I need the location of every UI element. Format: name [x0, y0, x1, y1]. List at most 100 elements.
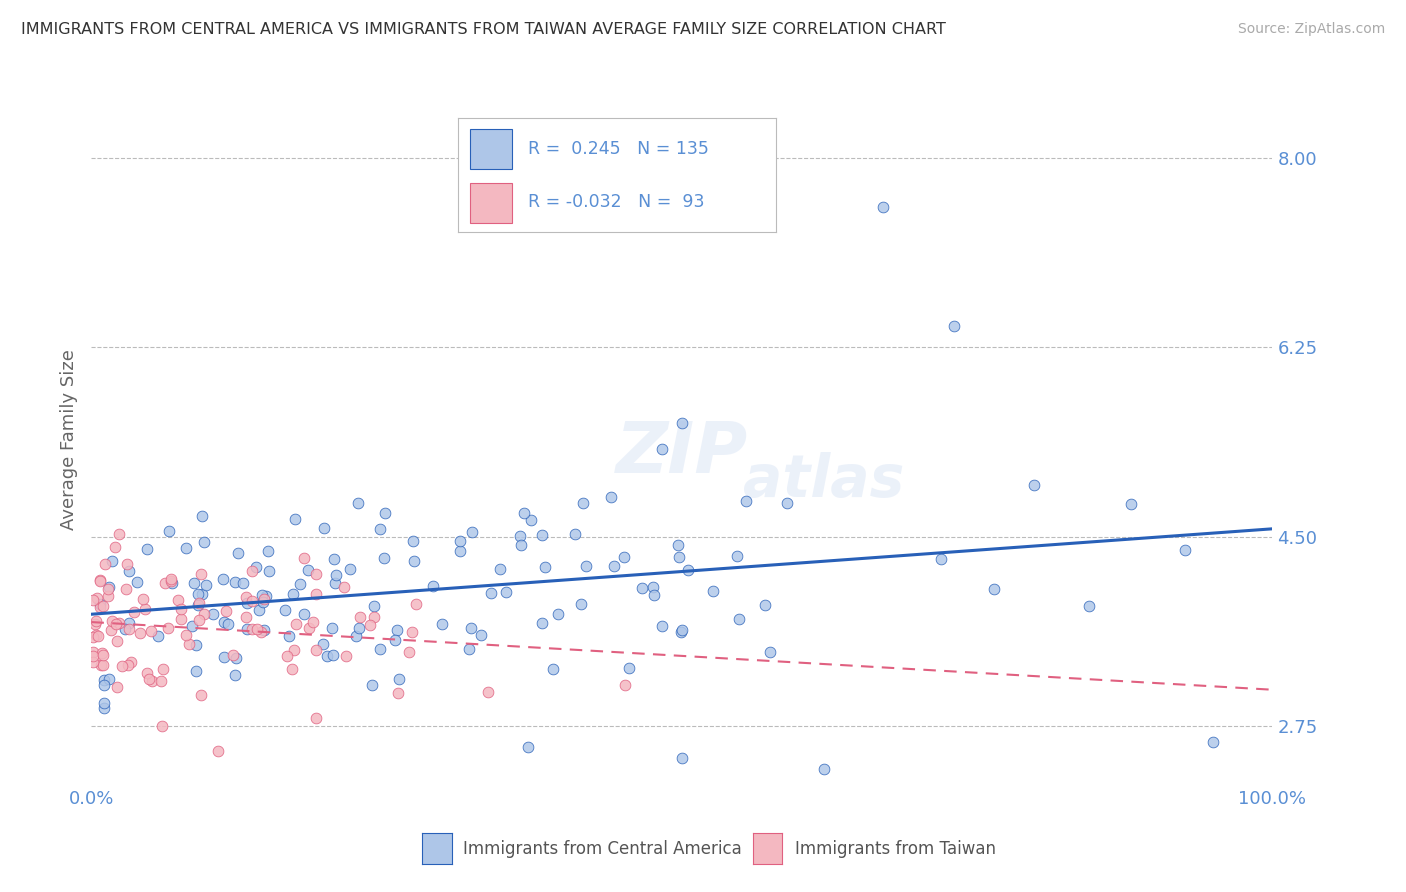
Point	[236, 622, 259, 636]
Point	[159, 572, 181, 586]
Point	[101, 553, 124, 567]
Point	[333, 580, 356, 594]
Point	[339, 562, 361, 576]
Point	[201, 607, 224, 621]
Point	[160, 574, 183, 588]
Point	[302, 615, 325, 630]
Point	[676, 563, 699, 577]
Point	[671, 624, 693, 638]
Point	[86, 591, 108, 605]
Point	[250, 588, 273, 602]
Point	[281, 662, 304, 676]
Point	[813, 762, 835, 776]
Point	[373, 551, 395, 566]
Point	[105, 680, 128, 694]
Point	[117, 658, 139, 673]
Point	[671, 751, 693, 765]
Point	[187, 587, 209, 601]
Point	[283, 587, 305, 601]
Point	[600, 490, 623, 504]
Point	[754, 599, 776, 613]
Point	[82, 655, 104, 669]
Point	[84, 614, 107, 628]
Point	[247, 602, 270, 616]
Point	[449, 533, 471, 548]
Point	[385, 624, 408, 638]
Point	[157, 524, 180, 538]
Point	[983, 582, 1005, 596]
Point	[283, 643, 305, 657]
Point	[138, 672, 160, 686]
Point	[82, 630, 104, 644]
Point	[254, 589, 277, 603]
Point	[245, 559, 267, 574]
Point	[170, 602, 193, 616]
Point	[335, 649, 357, 664]
Point	[547, 607, 569, 621]
Point	[134, 602, 156, 616]
Point	[298, 621, 321, 635]
Point	[489, 562, 512, 576]
Point	[105, 633, 128, 648]
Point	[1077, 599, 1099, 613]
Point	[207, 744, 229, 758]
Point	[347, 496, 370, 510]
Point	[82, 593, 104, 607]
Point	[82, 645, 104, 659]
Point	[104, 541, 127, 555]
Point	[643, 580, 665, 594]
Point	[252, 624, 274, 638]
Point	[93, 673, 115, 687]
Point	[322, 648, 344, 662]
Point	[129, 626, 152, 640]
Point	[225, 650, 247, 665]
Point	[510, 538, 533, 552]
Point	[114, 622, 136, 636]
Point	[278, 629, 301, 643]
Point	[759, 645, 782, 659]
Point	[240, 622, 263, 636]
Point	[97, 582, 120, 597]
Text: Immigrants from Taiwan: Immigrants from Taiwan	[796, 839, 997, 857]
Point	[349, 610, 371, 624]
Point	[93, 700, 115, 714]
Point	[122, 605, 145, 619]
Point	[184, 638, 207, 652]
Point	[146, 629, 169, 643]
Point	[94, 557, 117, 571]
Point	[323, 576, 346, 591]
Point	[872, 200, 894, 214]
Point	[512, 506, 534, 520]
Point	[253, 592, 276, 607]
Point	[104, 617, 127, 632]
Point	[141, 624, 163, 639]
Point	[387, 686, 409, 700]
Point	[344, 629, 367, 643]
Point	[325, 567, 347, 582]
Point	[93, 696, 115, 710]
Point	[110, 658, 132, 673]
Text: IMMIGRANTS FROM CENTRAL AMERICA VS IMMIGRANTS FROM TAIWAN AVERAGE FAMILY SIZE CO: IMMIGRANTS FROM CENTRAL AMERICA VS IMMIG…	[21, 22, 946, 37]
Point	[252, 595, 274, 609]
Point	[273, 603, 295, 617]
Point	[217, 617, 239, 632]
Point	[235, 610, 257, 624]
Point	[117, 616, 139, 631]
Point	[671, 416, 693, 430]
Point	[564, 527, 586, 541]
Point	[121, 655, 143, 669]
Point	[232, 576, 254, 591]
Point	[160, 575, 183, 590]
Text: atlas: atlas	[742, 452, 904, 509]
Point	[398, 645, 420, 659]
Point	[276, 649, 298, 664]
Point	[246, 622, 269, 636]
Point	[460, 621, 482, 635]
Point	[90, 657, 112, 672]
Point	[288, 577, 311, 591]
Point	[100, 623, 122, 637]
Point	[461, 524, 484, 539]
Point	[470, 628, 492, 642]
Point	[361, 678, 384, 692]
Point	[1119, 497, 1142, 511]
